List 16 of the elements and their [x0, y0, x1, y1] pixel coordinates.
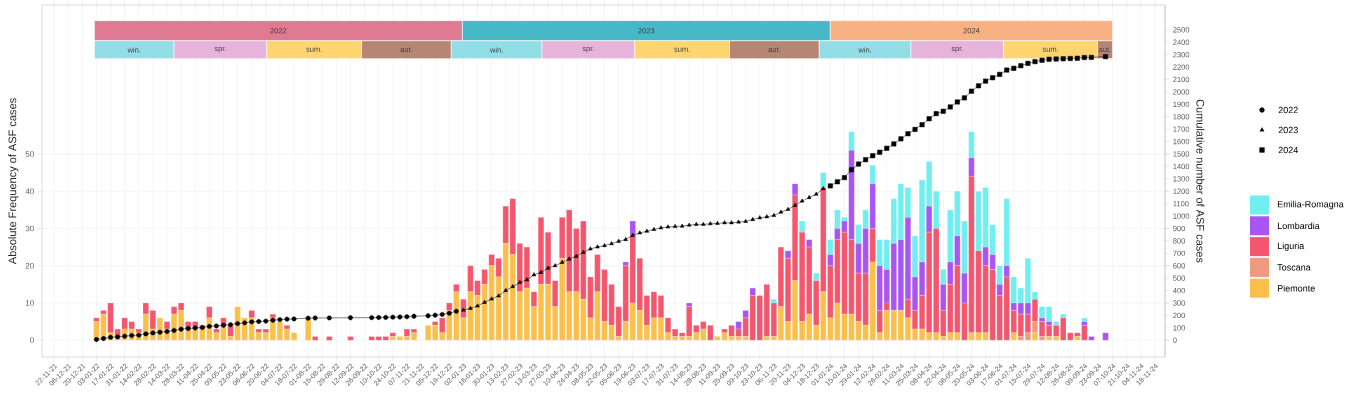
y-tick-label: 50: [25, 151, 34, 157]
y-axis-title: Absolute Frequency of ASF cases: [8, 98, 19, 265]
legend-label: Emilia-Romagna: [1277, 200, 1344, 210]
y-tick-label: 10: [25, 300, 34, 306]
legend-label: Lombardia: [1277, 222, 1320, 230]
legend-label: 2022: [1278, 106, 1298, 114]
y-tick-label: 40: [25, 188, 34, 195]
legend-label: Liguria: [1277, 242, 1305, 251]
y2-axis-title: Cumulative number of ASF cases: [1196, 99, 1205, 263]
legend-label: Piemonte: [1277, 284, 1315, 292]
legend-label: 2023: [1278, 126, 1298, 134]
legend-label: Toscana: [1277, 264, 1311, 271]
y-tick-label: 30: [25, 225, 34, 232]
y-tick-label: 0: [30, 337, 34, 344]
y-tick-label: 20: [25, 262, 34, 269]
legend-label: 2024: [1278, 146, 1298, 154]
